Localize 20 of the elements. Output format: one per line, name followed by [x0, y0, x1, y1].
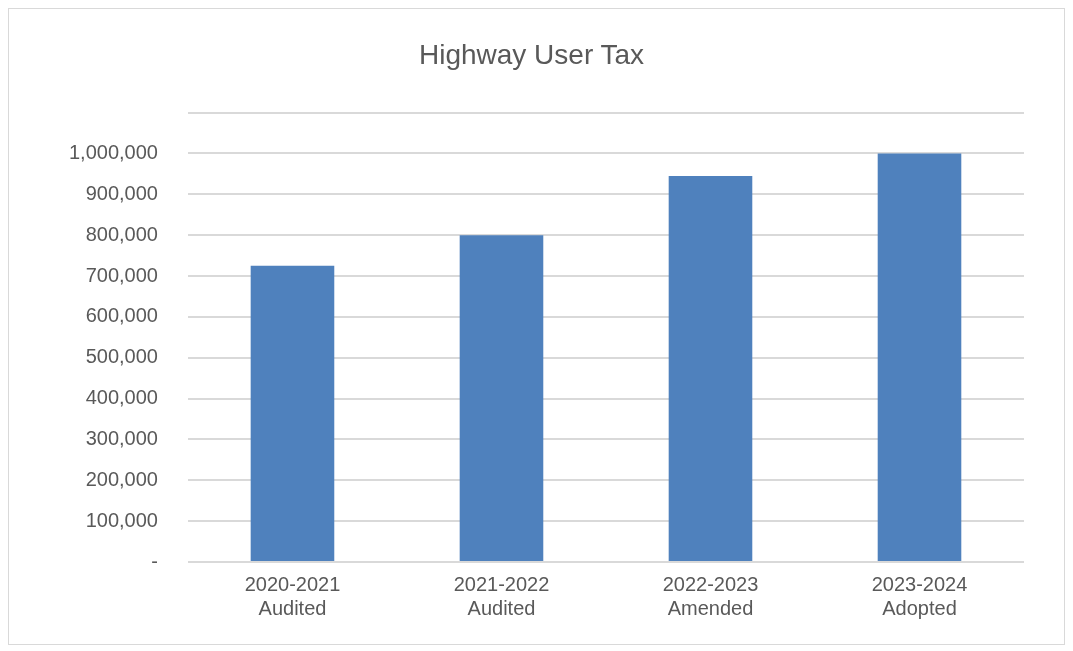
y-tick-label: 600,000: [85, 304, 158, 327]
bar: [668, 175, 753, 561]
y-tick-label: 900,000: [85, 181, 158, 204]
y-tick-label: 700,000: [85, 263, 158, 286]
y-tick-label: 400,000: [85, 386, 158, 409]
x-tick-label: 2021-2022 Audited: [453, 572, 550, 619]
bar: [459, 235, 544, 561]
x-tick-label: 2022-2023 Amended: [662, 572, 759, 619]
y-tick-label: -: [151, 549, 158, 572]
y-tick-label: 500,000: [85, 345, 158, 368]
x-tick-label: 2023-2024 Adopted: [871, 572, 968, 619]
y-tick-label: 800,000: [85, 222, 158, 245]
y-tick-label: 200,000: [85, 467, 158, 490]
y-tick-label: 300,000: [85, 426, 158, 449]
x-tick-label: 2020-2021 Audited: [244, 572, 341, 619]
bar: [877, 153, 962, 561]
y-tick-label: 1,000,000: [68, 140, 158, 163]
bar: [250, 265, 335, 561]
y-tick-label: 100,000: [85, 508, 158, 531]
chart-title: Highway User Tax: [418, 38, 645, 70]
